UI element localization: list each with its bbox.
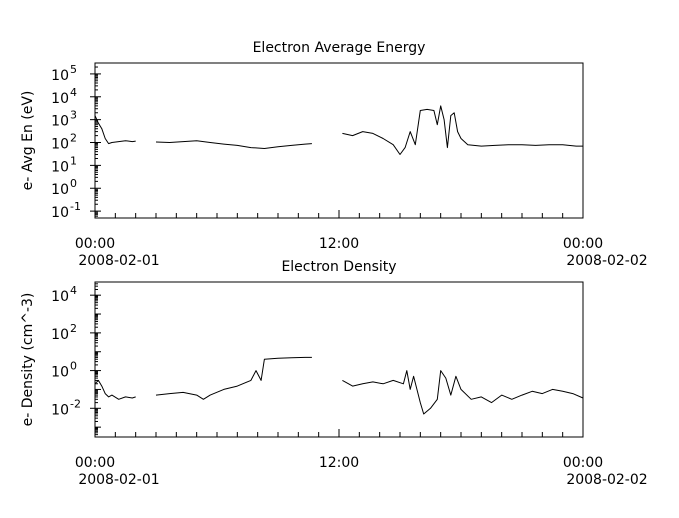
x-tick-date: 2008-02-02: [566, 472, 647, 488]
y-tick-exponent: 3: [70, 109, 77, 122]
y-tick-exponent: 4: [70, 86, 77, 99]
data-trace-segment: [94, 115, 136, 145]
y-tick-label: 10: [51, 68, 69, 84]
x-tick-time: 12:00: [319, 236, 359, 252]
y-tick-label: 10: [51, 289, 69, 305]
data-trace-segment: [342, 370, 584, 415]
y-tick-label: 10: [51, 205, 69, 221]
x-tick-time: 12:00: [319, 455, 359, 471]
y-tick-exponent: 0: [70, 360, 77, 373]
x-tick-date: 2008-02-01: [78, 472, 159, 488]
y-axis-label: e- Avg En (eV): [20, 91, 36, 191]
x-tick-time: 00:00: [75, 455, 115, 471]
y-tick-label: 10: [51, 159, 69, 175]
chart-title: Electron Density: [281, 259, 396, 275]
y-tick-exponent: -2: [70, 397, 81, 410]
chart-title: Electron Average Energy: [253, 40, 426, 56]
y-tick-label: 10: [51, 137, 69, 153]
data-trace-segment: [94, 379, 136, 400]
y-tick-label: 10: [51, 91, 69, 107]
plot-frame: [94, 62, 584, 219]
x-tick-date: 2008-02-02: [566, 253, 647, 269]
y-tick-exponent: 1: [70, 154, 77, 167]
y-tick-exponent: 0: [70, 177, 77, 190]
data-trace-segment: [342, 105, 583, 155]
plot-frame: [94, 281, 584, 438]
y-tick-exponent: 2: [70, 132, 77, 145]
y-tick-label: 10: [51, 365, 69, 381]
data-trace-segment: [155, 356, 312, 400]
data-trace-segment: [155, 140, 312, 149]
x-tick-time: 00:00: [563, 455, 603, 471]
y-tick-label: 10: [51, 327, 69, 343]
y-axis-label: e- Density (cm^-3): [20, 293, 36, 427]
y-tick-exponent: -1: [70, 200, 81, 213]
y-tick-label: 10: [51, 402, 69, 418]
x-tick-date: 2008-02-01: [78, 253, 159, 269]
x-tick-time: 00:00: [563, 236, 603, 252]
x-tick-time: 00:00: [75, 236, 115, 252]
y-tick-exponent: 4: [70, 284, 77, 297]
y-tick-label: 10: [51, 182, 69, 198]
y-tick-exponent: 5: [70, 63, 77, 76]
y-tick-label: 10: [51, 114, 69, 130]
y-tick-exponent: 2: [70, 322, 77, 335]
